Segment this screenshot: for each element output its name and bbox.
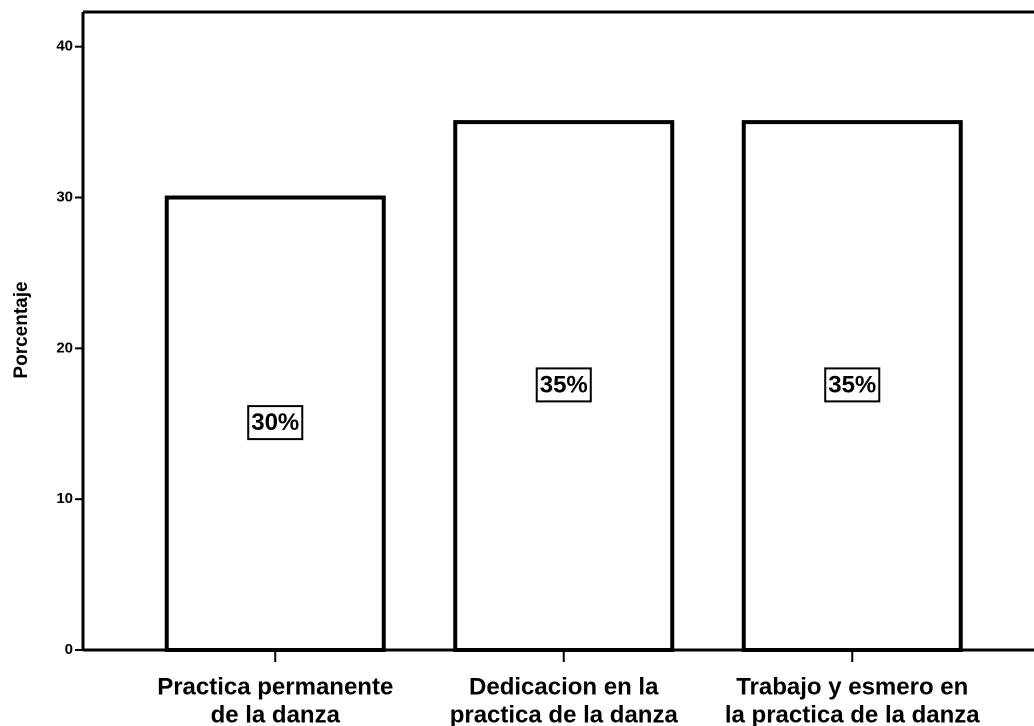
value-label-box (535, 367, 592, 403)
value-label-box (824, 367, 881, 403)
x-tick-label: Dedicacion en la (469, 673, 659, 700)
x-tick-label: practica de la danza (450, 701, 679, 726)
y-axis-label: Porcentaje (11, 281, 32, 378)
y-tick-label: 40 (56, 38, 73, 55)
x-tick-label: Trabajo y esmero en (736, 673, 968, 700)
value-label: 35% (828, 371, 876, 398)
value-label: 30% (251, 409, 299, 436)
value-label: 35% (540, 371, 588, 398)
value-label-box (247, 405, 304, 441)
x-tick-label: la practica de la danza (725, 701, 980, 726)
x-tick-label: Practica permanente (157, 673, 393, 700)
y-tick-label: 30 (56, 188, 73, 205)
y-tick-label: 10 (56, 490, 73, 507)
y-tick-label: 0 (65, 641, 73, 658)
y-tick-label: 20 (56, 339, 73, 356)
x-tick-label: de la danza (211, 701, 341, 726)
